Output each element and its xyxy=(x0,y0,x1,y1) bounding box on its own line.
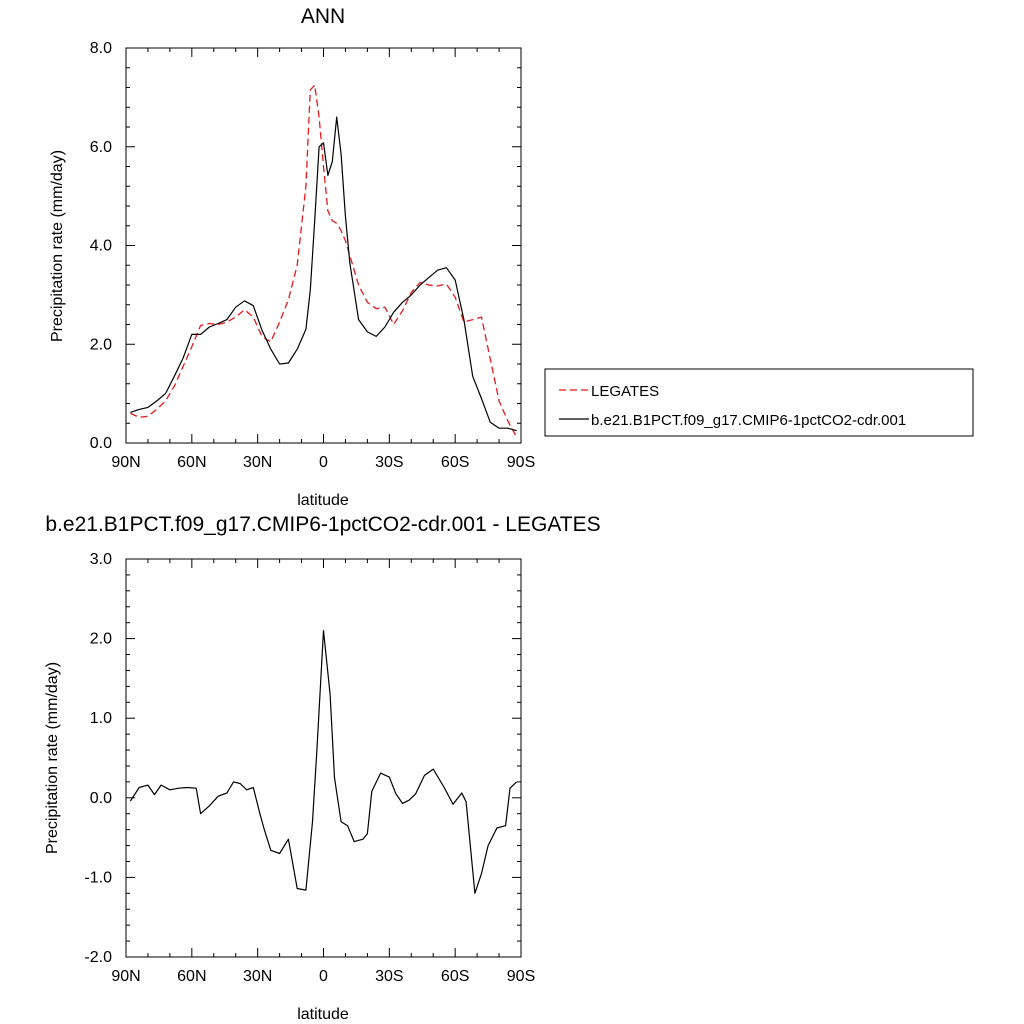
x-tick-label: 30S xyxy=(375,454,403,471)
legend: LEGATES b.e21.B1PCT.f09_g17.CMIP6-1pctCO… xyxy=(544,368,974,437)
plot-frame xyxy=(125,47,522,444)
chart-title: b.e21.B1PCT.f09_g17.CMIP6-1pctCO2-cdr.00… xyxy=(45,513,600,536)
y-tick-label: 4.0 xyxy=(90,238,112,255)
x-axis-label: latitude xyxy=(297,1006,349,1023)
y-tick-label: -2.0 xyxy=(84,949,112,966)
climatology-panel: ANN 90N 60N 30N 0 30S 60S 90S 0.0 2.0 4.0 6.0 8.0 l… xyxy=(49,5,535,509)
series-group xyxy=(129,629,518,894)
plot-frame xyxy=(125,558,522,958)
y-tick-label: 2.0 xyxy=(90,631,112,648)
y-axis-label: Precipitation rate (mm/day) xyxy=(44,662,61,854)
chart-title: ANN xyxy=(301,5,345,28)
series-line-difference xyxy=(129,629,518,894)
y-tick-label: 6.0 xyxy=(90,139,112,156)
y-tick-label: -1.0 xyxy=(84,869,112,886)
legend-label-model: b.e21.B1PCT.f09_g17.CMIP6-1pctCO2-cdr.00… xyxy=(591,412,906,429)
series-line-legates xyxy=(130,84,518,438)
x-tick-label: 60S xyxy=(441,454,469,471)
y-tick-label: 0.0 xyxy=(90,435,112,452)
x-tick-label: 90S xyxy=(507,968,535,985)
x-tick-label: 0 xyxy=(319,968,328,985)
y-tick-label: 1.0 xyxy=(90,710,112,727)
x-axis-label: latitude xyxy=(297,492,349,509)
x-tick-label: 30N xyxy=(243,968,272,985)
x-tick-label: 60N xyxy=(177,454,206,471)
series-group xyxy=(130,84,518,438)
x-tick-label: 60S xyxy=(441,968,469,985)
x-tick-label: 90N xyxy=(111,454,140,471)
legend-label-legates: LEGATES xyxy=(591,383,659,400)
y-tick-label: 8.0 xyxy=(90,40,112,57)
x-tick-label: 30N xyxy=(243,454,272,471)
y-tick-label: 3.0 xyxy=(90,551,112,568)
y-tick-label: 2.0 xyxy=(90,336,112,353)
difference-panel: b.e21.B1PCT.f09_g17.CMIP6-1pctCO2-cdr.00… xyxy=(44,513,601,1023)
x-tick-label: 90S xyxy=(507,454,535,471)
series-line-model xyxy=(130,116,517,432)
axis-ticks: 90N 60N 30N 0 30S 60S 90S 0.0 2.0 4.0 6.0 8.0 xyxy=(90,40,535,471)
x-tick-label: 0 xyxy=(319,454,328,471)
x-tick-label: 30S xyxy=(375,968,403,985)
y-tick-label: 0.0 xyxy=(90,790,112,807)
x-tick-label: 90N xyxy=(111,968,140,985)
x-tick-label: 60N xyxy=(177,968,206,985)
axis-ticks: 90N 60N 30N 0 30S 60S 90S -2.0 -1.0 0.0 1.0 2.0 3.0 xyxy=(84,551,535,985)
legend-box xyxy=(544,368,974,437)
y-axis-label: Precipitation rate (mm/day) xyxy=(49,150,66,342)
